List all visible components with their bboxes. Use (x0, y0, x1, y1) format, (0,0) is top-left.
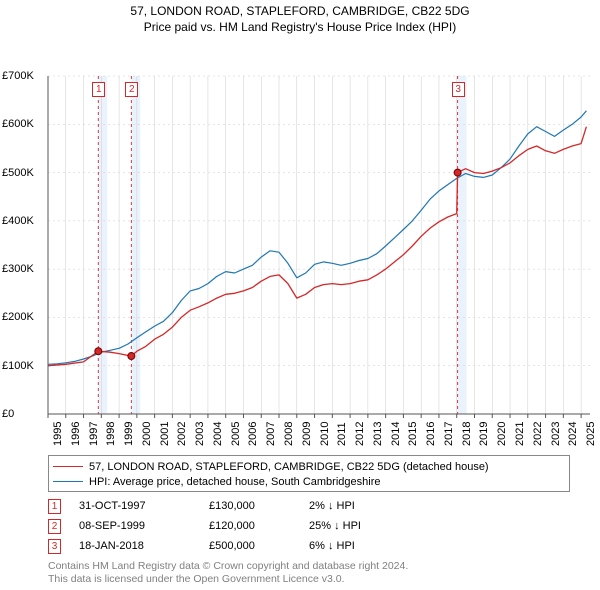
x-tick-label: 1999 (123, 422, 135, 446)
sale-marker-icon: 1 (48, 499, 61, 514)
x-tick-label: 2010 (319, 422, 331, 446)
x-tick-label: 2017 (443, 422, 455, 446)
x-tick-label: 2008 (283, 422, 295, 446)
footer-line-1: Contains HM Land Registry data © Crown c… (48, 560, 570, 573)
y-tick-label: £700K (2, 70, 34, 82)
x-tick-label: 1996 (70, 422, 82, 446)
x-tick-label: 2013 (372, 422, 384, 446)
x-tick-label: 2004 (212, 422, 224, 446)
chart-plot: £0 £100K £200K £300K £400K £500K £600K £700K 199… (0, 34, 600, 449)
chart-title-main: 57, LONDON ROAD, STAPLEFORD, CAMBRIDGE, … (0, 4, 600, 18)
sales-row: 2 08-SEP-1999£120,00025% ↓ HPI (48, 516, 570, 536)
sale-date: 18-JAN-2018 (79, 540, 209, 552)
sale-date: 08-SEP-1999 (79, 520, 209, 532)
sale-price: £120,000 (209, 520, 309, 532)
sale-price: £130,000 (209, 500, 309, 512)
x-tick-label: 2014 (390, 422, 402, 446)
attribution-footer: Contains HM Land Registry data © Crown c… (48, 560, 570, 586)
x-tick-label: 2015 (407, 422, 419, 446)
legend-swatch (53, 481, 83, 482)
sale-hpi-diff: 2% ↓ HPI (309, 500, 419, 512)
x-tick-label: 2009 (301, 422, 313, 446)
x-tick-label: 2001 (159, 422, 171, 446)
sales-row: 3 18-JAN-2018£500,0006% ↓ HPI (48, 536, 570, 556)
x-tick-label: 2007 (265, 422, 277, 446)
legend-item: HPI: Average price, detached house, Sout… (53, 474, 565, 489)
x-tick-label: 2012 (354, 422, 366, 446)
chart-title-sub: Price paid vs. HM Land Registry's House … (0, 20, 600, 34)
sale-date: 31-OCT-1997 (79, 500, 209, 512)
y-tick-label: £100K (2, 360, 34, 372)
sale-price: £500,000 (209, 540, 309, 552)
legend-swatch (53, 466, 83, 467)
sales-row: 1 31-OCT-1997£130,0002% ↓ HPI (48, 496, 570, 516)
x-tick-label: 2002 (176, 422, 188, 446)
footer-line-2: This data is licensed under the Open Gov… (48, 573, 570, 586)
x-tick-label: 2005 (230, 422, 242, 446)
legend-label: 57, LONDON ROAD, STAPLEFORD, CAMBRIDGE, … (89, 461, 489, 473)
sale-marker-1: 1 (92, 82, 105, 97)
x-tick-label: 2021 (514, 422, 526, 446)
y-tick-label: £200K (2, 311, 34, 323)
sales-table: 1 31-OCT-1997£130,0002% ↓ HPI 2 08-SEP-1999… (48, 496, 570, 556)
x-tick-label: 2018 (461, 422, 473, 446)
legend: 57, LONDON ROAD, STAPLEFORD, CAMBRIDGE, … (48, 455, 570, 492)
x-tick-label: 2006 (247, 422, 259, 446)
y-tick-label: £500K (2, 167, 34, 179)
x-tick-label: 2003 (194, 422, 206, 446)
legend-item: 57, LONDON ROAD, STAPLEFORD, CAMBRIDGE, … (53, 459, 565, 474)
x-tick-label: 2016 (425, 422, 437, 446)
sale-marker-2: 2 (125, 82, 138, 97)
y-tick-label: £300K (2, 263, 34, 275)
x-tick-label: 2024 (567, 422, 579, 446)
x-tick-label: 1998 (105, 422, 117, 446)
legend-label: HPI: Average price, detached house, Sout… (89, 476, 380, 488)
x-tick-label: 2025 (585, 422, 597, 446)
y-tick-label: £0 (2, 408, 14, 420)
sale-marker-icon: 3 (48, 539, 61, 554)
sale-hpi-diff: 6% ↓ HPI (309, 540, 419, 552)
x-tick-label: 2019 (478, 422, 490, 446)
x-tick-label: 2000 (141, 422, 153, 446)
sale-marker-icon: 2 (48, 519, 61, 534)
sale-marker-3: 3 (452, 82, 465, 97)
y-tick-label: £400K (2, 215, 34, 227)
x-tick-label: 2020 (496, 422, 508, 446)
x-tick-label: 1997 (88, 422, 100, 446)
y-tick-label: £600K (2, 118, 34, 130)
x-tick-label: 2022 (532, 422, 544, 446)
x-tick-label: 2023 (550, 422, 562, 446)
sale-hpi-diff: 25% ↓ HPI (309, 520, 419, 532)
x-tick-label: 1995 (52, 422, 64, 446)
x-tick-label: 2011 (336, 422, 348, 446)
